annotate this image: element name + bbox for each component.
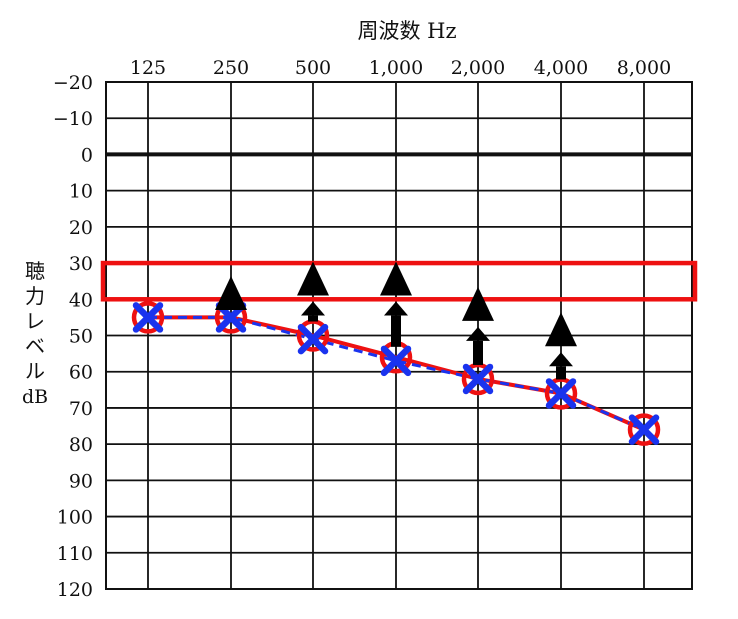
series-cross-point bbox=[297, 323, 329, 355]
x-tick-label: 8,000 bbox=[617, 57, 671, 79]
aided-triangle bbox=[297, 261, 329, 296]
y-tick-labels: −20 −10 0 10 20 30 40 50 60 70 80 90 100 110 120 bbox=[53, 72, 93, 601]
aided-triangle bbox=[545, 312, 577, 347]
y-axis-label-char: 聴 bbox=[25, 259, 45, 283]
y-tick-label: 60 bbox=[69, 362, 93, 384]
arrow-head bbox=[384, 301, 408, 316]
y-tick-label: 100 bbox=[57, 507, 93, 529]
arrow-shaft bbox=[556, 366, 566, 380]
series-circle-point bbox=[544, 377, 578, 410]
cross-stroke bbox=[297, 323, 329, 355]
y-tick-label: 50 bbox=[69, 326, 93, 348]
y-tick-label: 110 bbox=[57, 543, 93, 565]
y-axis-label-char: ル bbox=[25, 359, 45, 383]
aided-arrow bbox=[380, 261, 412, 347]
x-tick-label: 1,000 bbox=[369, 57, 423, 79]
y-tick-label: −20 bbox=[53, 72, 93, 94]
arrow-head bbox=[301, 301, 325, 316]
y-tick-label: −10 bbox=[53, 108, 93, 130]
series-cross-point bbox=[628, 414, 660, 445]
aided-arrow bbox=[545, 312, 577, 380]
aided-arrow bbox=[462, 286, 494, 365]
y-tick-label: 90 bbox=[69, 470, 93, 492]
aided-arrow bbox=[297, 261, 329, 322]
y-axis-label-char: ベ bbox=[25, 334, 45, 358]
series-cross-point bbox=[462, 363, 494, 395]
y-tick-label: 120 bbox=[57, 579, 93, 601]
series-circle-point bbox=[131, 301, 165, 334]
x-tick-label: 2,000 bbox=[451, 57, 505, 79]
aided-triangle bbox=[462, 286, 494, 321]
x-tick-label: 125 bbox=[130, 57, 166, 79]
y-axis-label-char: 力 bbox=[25, 284, 45, 308]
x-tick-label: 250 bbox=[213, 57, 249, 79]
arrow-head bbox=[466, 326, 490, 341]
aided-triangle bbox=[380, 261, 412, 296]
x-tick-label: 4,000 bbox=[534, 57, 588, 79]
series-cross-point bbox=[132, 302, 164, 333]
x-tick-label: 500 bbox=[295, 57, 331, 79]
y-tick-label: 30 bbox=[69, 253, 93, 275]
y-axis-label-char: レ bbox=[25, 309, 45, 333]
series-circle-point bbox=[627, 413, 661, 446]
y-tick-label: 10 bbox=[69, 181, 93, 203]
highlight-band bbox=[100, 260, 698, 302]
y-tick-label: 20 bbox=[69, 217, 93, 239]
arrow-shaft bbox=[391, 315, 401, 347]
series-cross-point bbox=[380, 345, 412, 377]
y-tick-label: 0 bbox=[81, 144, 93, 166]
x-tick-labels: 125 250 500 1,000 2,000 4,000 8,000 bbox=[130, 57, 671, 79]
cross-stroke bbox=[628, 414, 660, 445]
cross-stroke bbox=[545, 378, 577, 409]
y-tick-label: 70 bbox=[69, 398, 93, 420]
aided-arrow bbox=[215, 276, 247, 311]
y-tick-label: 80 bbox=[69, 434, 93, 456]
series-layer bbox=[131, 301, 661, 446]
cross-stroke bbox=[380, 345, 412, 377]
series-cross-point bbox=[545, 378, 577, 409]
arrow-shaft bbox=[308, 315, 318, 322]
cross-stroke bbox=[132, 302, 164, 333]
highlight-band-rect bbox=[100, 260, 698, 302]
chart-title: 周波数 Hz bbox=[357, 19, 456, 43]
series-circle-point bbox=[461, 362, 495, 396]
cross-stroke bbox=[462, 363, 494, 395]
arrow-head bbox=[549, 352, 573, 367]
y-axis-label-char: dB bbox=[22, 386, 48, 408]
y-tick-label: 40 bbox=[69, 289, 93, 311]
aided-arrows bbox=[215, 261, 577, 380]
arrow-shaft bbox=[473, 340, 483, 365]
aided-triangle bbox=[215, 276, 247, 311]
